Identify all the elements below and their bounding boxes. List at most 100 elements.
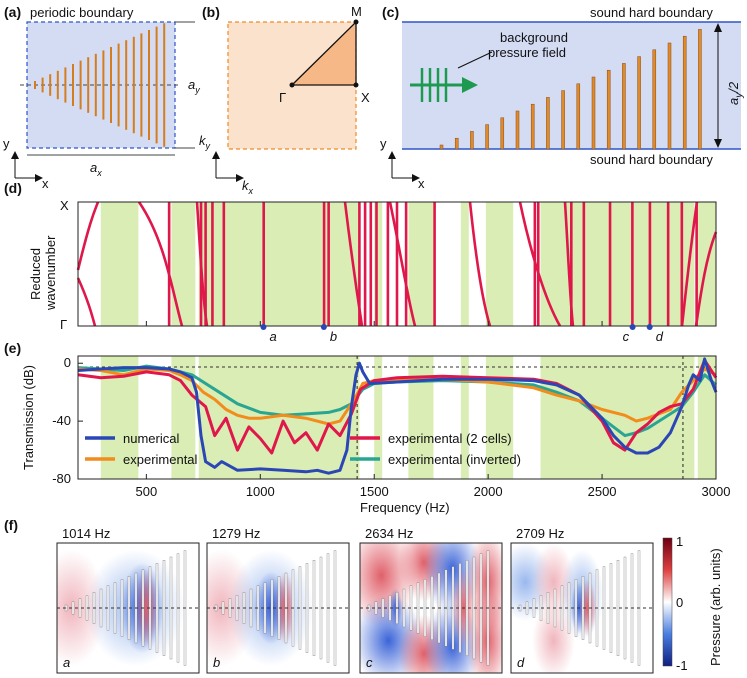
resonator-bar	[698, 29, 702, 150]
resonator-outline	[381, 598, 385, 618]
e-xlabel: Frequency (Hz)	[360, 500, 450, 515]
map-tag: d	[517, 655, 525, 670]
colorbar	[662, 537, 673, 667]
resonator-outline	[155, 563, 159, 653]
resonator-outline	[312, 560, 316, 657]
resonator-outline	[270, 579, 274, 637]
x-point	[353, 82, 359, 88]
pressure-map-c: 2634 Hz c	[359, 526, 503, 674]
band-gap	[198, 356, 360, 479]
dispersive-band	[518, 201, 562, 327]
resonator-bar	[41, 77, 44, 93]
resonator-bar	[485, 124, 489, 150]
axis-x-label: x	[42, 176, 49, 191]
panel-c-label: (c)	[382, 4, 399, 20]
map-frame	[56, 542, 200, 674]
band-gap	[540, 202, 695, 326]
mode-marker-c	[629, 324, 636, 330]
resonator-bar	[102, 50, 105, 120]
mode-label-d: d	[656, 329, 664, 344]
resonator-bar	[561, 90, 565, 150]
mode-label-c: c	[623, 329, 630, 344]
band-gap	[171, 202, 196, 326]
field-lobe	[388, 588, 403, 628]
map-frame	[359, 542, 503, 674]
resonator-bar	[530, 103, 535, 150]
x-label: X	[361, 90, 370, 105]
m-label: M	[351, 4, 362, 19]
resonator-outline	[525, 601, 529, 615]
legend-label: experimental	[123, 452, 198, 467]
ylabel-d-1: Reduced	[28, 248, 43, 300]
band-gap	[374, 356, 383, 479]
panel-a-label: (a)	[4, 4, 21, 20]
mode-marker-b	[320, 324, 327, 330]
map-tag: b	[213, 655, 220, 670]
e-ylabel: Transmission (dB)	[21, 365, 36, 470]
field-lobe	[579, 579, 597, 637]
resonator-bars	[34, 23, 166, 147]
x-tick-label: 3000	[702, 484, 731, 499]
resonator-outline	[374, 601, 378, 615]
panel-a: (a) periodic boundary ay ax y x	[3, 4, 200, 191]
map-frequency: 2634 Hz	[365, 526, 413, 541]
m-point	[353, 19, 359, 25]
band-gap	[485, 202, 514, 326]
mode-marker-d	[646, 324, 653, 330]
resonator-outline	[113, 582, 117, 634]
x-tick-label: 1500	[360, 484, 389, 499]
x-tick-label: 2000	[474, 484, 503, 499]
dispersive-band	[468, 201, 492, 327]
map-frame	[206, 542, 350, 674]
resonator-bar	[515, 110, 520, 150]
cbar-min: -1	[676, 658, 688, 673]
field-lobe	[135, 569, 158, 647]
resonator-bar	[667, 42, 672, 150]
resonator-outline	[162, 560, 166, 657]
resonator-bar	[56, 70, 59, 100]
resonator-bar	[64, 67, 67, 103]
panel-c: (c) sound hard boundary sound hard bound…	[380, 4, 745, 191]
panel-e-frame	[77, 355, 717, 480]
field-lobe	[466, 588, 502, 673]
panel-d-frame	[77, 201, 717, 327]
dispersive-band	[195, 201, 209, 327]
band-gap	[198, 202, 360, 326]
resonator-bar	[637, 56, 641, 150]
x-tick-label: 1000	[246, 484, 275, 499]
dispersive-band	[76, 201, 100, 271]
legend-label: numerical	[123, 431, 179, 446]
resonator-outline	[263, 582, 267, 634]
resonator-outline	[416, 582, 420, 634]
y-tick-label: 0	[64, 355, 71, 370]
resonator-outline	[567, 582, 571, 634]
map-frequency: 2709 Hz	[516, 526, 564, 541]
resonator-outline	[465, 560, 469, 657]
mode-marker-a	[260, 324, 267, 330]
axis-y-label: y	[3, 136, 10, 151]
resonator-bar	[79, 60, 82, 110]
dispersion-curves	[76, 201, 718, 327]
resonator-bar	[454, 137, 459, 150]
resonator-outline	[120, 579, 124, 637]
dispersive-band	[563, 201, 575, 327]
resonator-bar	[500, 117, 505, 150]
field-label-1: background	[500, 30, 568, 45]
resonator-outline	[532, 598, 536, 618]
dispersive-band	[343, 201, 364, 327]
resonator-bar	[72, 64, 74, 106]
resonator-outline	[228, 598, 232, 618]
dispersive-band	[694, 231, 718, 327]
panel-f: (f) 1014 Hz a 1279 Hz b 2634 Hz c 2709 Hz d 1 0…	[4, 517, 723, 674]
y-tick-label: -80	[52, 471, 71, 486]
cbar-label: Pressure (arb. units)	[708, 548, 723, 666]
gamma-label: Γ	[279, 90, 286, 105]
mode-label-b: b	[330, 329, 337, 344]
band-gap	[408, 202, 434, 326]
resonator-bar	[591, 76, 596, 150]
band-gap	[100, 202, 139, 326]
resonator-bar	[125, 40, 128, 130]
resonator-bar	[155, 26, 158, 144]
pressure-map-a: 1014 Hz a	[56, 526, 200, 674]
